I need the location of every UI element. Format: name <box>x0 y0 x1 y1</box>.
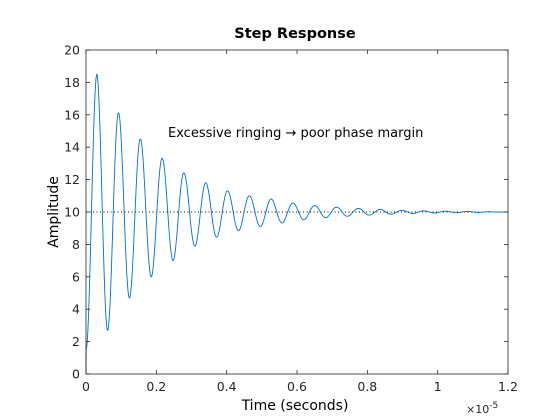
x-tick-label: 1.2 <box>498 379 518 394</box>
y-tick-label: 0 <box>72 367 80 382</box>
x-tick-label: 1 <box>434 379 442 394</box>
y-axis-label: Amplitude <box>46 176 62 248</box>
y-tick-label: 8 <box>72 237 80 252</box>
y-tick-label: 16 <box>64 107 80 122</box>
x-exponent-label: ×10-5 <box>466 401 498 416</box>
x-axis-ticks: 0 0.2 0.4 0.6 0.8 1 1.2 <box>82 50 518 394</box>
y-tick-label: 20 <box>64 43 80 58</box>
y-tick-label: 10 <box>64 205 80 220</box>
y-tick-label: 18 <box>64 75 80 90</box>
y-tick-label: 6 <box>72 269 80 284</box>
y-axis-ticks: 0 2 4 6 8 10 12 14 16 18 20 <box>64 43 508 382</box>
chart-title: Step Response <box>234 26 356 42</box>
y-tick-label: 12 <box>64 172 80 187</box>
x-tick-label: 0.6 <box>287 379 307 394</box>
x-tick-label: 0.2 <box>146 379 166 394</box>
series-layer <box>85 73 508 375</box>
x-tick-label: 0.4 <box>217 379 237 394</box>
x-tick-label: 0.8 <box>357 379 377 394</box>
x-tick-label: 0 <box>82 379 90 394</box>
x-axis-label: Time (seconds) <box>241 398 349 414</box>
annotation-text: Excessive ringing → poor phase margin <box>168 126 423 141</box>
x-exponent-power: -5 <box>489 401 498 411</box>
step-response-line <box>85 73 508 375</box>
y-tick-label: 2 <box>72 334 80 349</box>
y-tick-label: 4 <box>72 302 80 317</box>
y-tick-label: 14 <box>64 140 80 155</box>
x-exponent-base: ×10 <box>466 403 489 416</box>
